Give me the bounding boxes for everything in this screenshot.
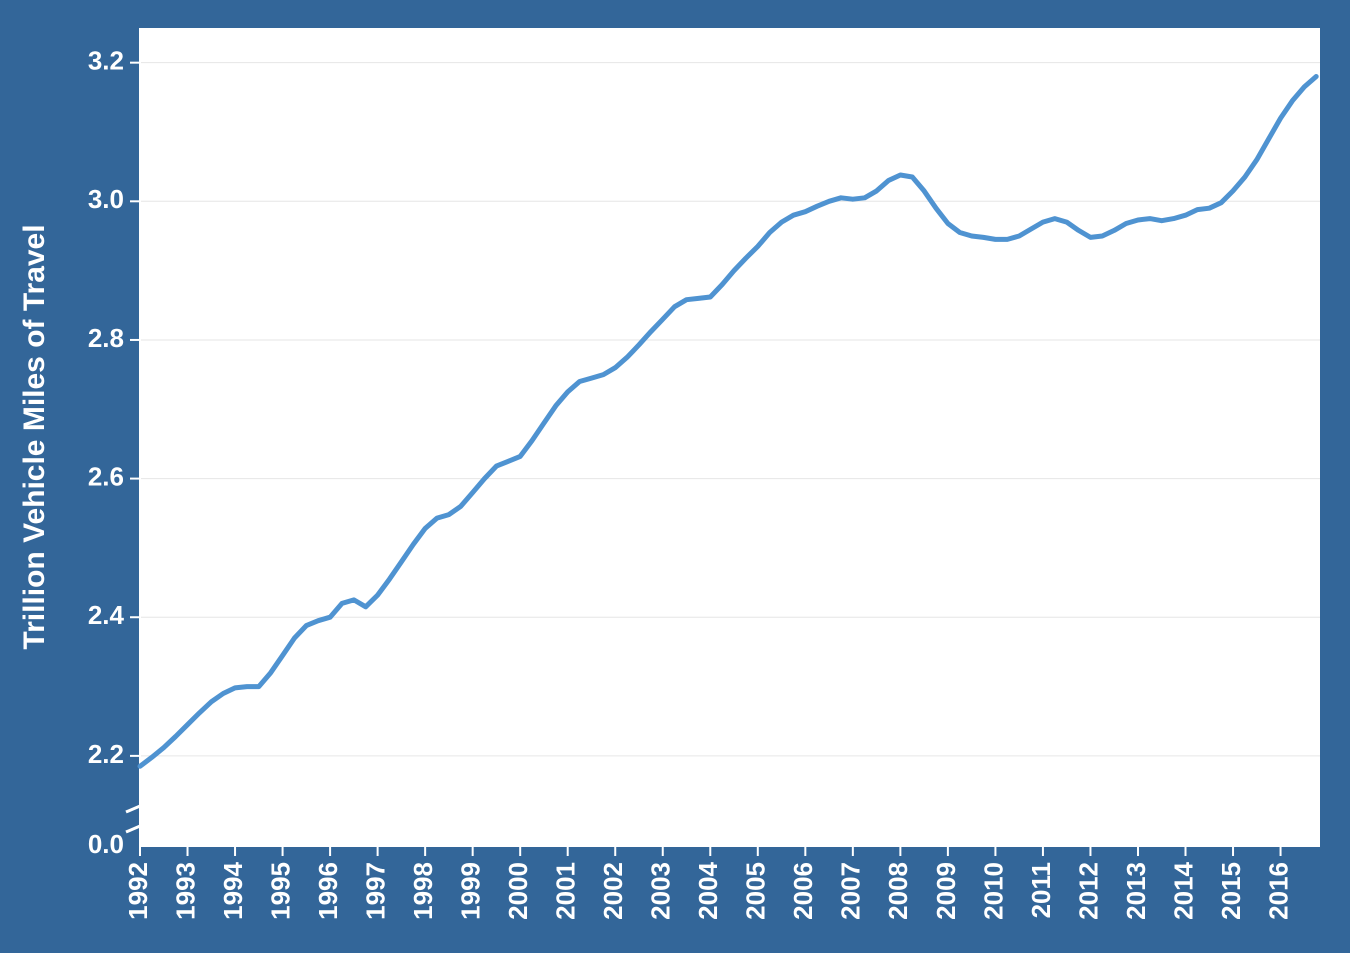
x-tick-label: 2012 — [1073, 862, 1103, 920]
y-tick-label: 3.2 — [88, 46, 124, 76]
y-tick-label: 2.4 — [88, 600, 125, 630]
x-tick-label: 2016 — [1263, 862, 1293, 920]
x-tick-label: 2005 — [741, 862, 771, 920]
y-tick-label: 2.8 — [88, 323, 124, 353]
y-tick-label: 3.0 — [88, 184, 124, 214]
x-tick-label: 1996 — [313, 862, 343, 920]
x-tick-label: 1995 — [265, 862, 295, 920]
x-tick-label: 2002 — [598, 862, 628, 920]
line-chart: 2.2 2.4 2.6 2.8 3.0 3.2 1992 1993 1994 1995 1996 19… — [0, 0, 1350, 953]
x-tick-label: 2008 — [883, 862, 913, 920]
x-tick-label: 2009 — [931, 862, 961, 920]
y-tick-label: 2.2 — [88, 739, 124, 769]
x-tick-label: 2010 — [978, 862, 1008, 920]
x-tick-label: 2001 — [551, 862, 581, 920]
y-tick-label: 2.6 — [88, 461, 124, 491]
x-tick-label: 2007 — [836, 862, 866, 920]
x-tick-label: 2015 — [1216, 862, 1246, 920]
x-tick-label: 1998 — [408, 862, 438, 920]
x-tick-label: 1993 — [170, 862, 200, 920]
y-axis-label: Trillion Vehicle Miles of Travel — [18, 224, 51, 649]
x-tick-label: 1994 — [218, 861, 248, 919]
x-tick-label: 2003 — [646, 862, 676, 920]
x-tick-label: 1999 — [456, 862, 486, 920]
y-zero-label: 0.0 — [88, 829, 124, 859]
x-tick-label: 2013 — [1121, 862, 1151, 920]
chart-container: 2.2 2.4 2.6 2.8 3.0 3.2 1992 1993 1994 1995 1996 19… — [0, 0, 1350, 953]
x-tick-label: 1997 — [360, 862, 390, 920]
x-tick-label: 2004 — [693, 861, 723, 919]
x-tick-label: 2011 — [1026, 862, 1056, 918]
x-tick-label: 2000 — [503, 862, 533, 920]
x-tick-label: 1992 — [123, 862, 153, 920]
x-tick-label: 2014 — [1168, 861, 1198, 919]
x-tick-label: 2006 — [788, 862, 818, 920]
